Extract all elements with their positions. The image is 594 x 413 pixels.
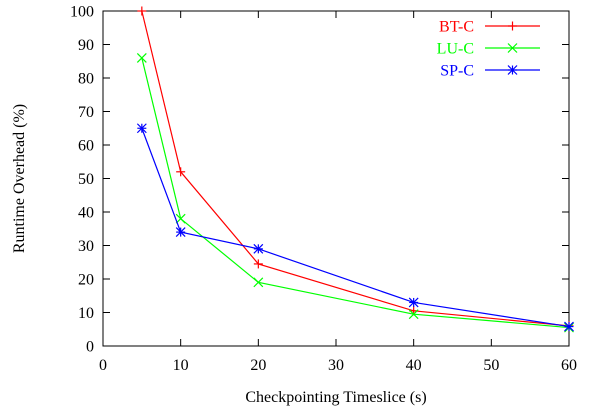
y-tick-label: 30 [78, 238, 94, 255]
legend-entry: BT-C [439, 19, 540, 36]
series-line [141, 57, 570, 329]
data-point [253, 243, 264, 254]
x-tick-label: 10 [173, 357, 189, 374]
y-tick-label: 70 [78, 104, 94, 121]
data-point [137, 6, 147, 16]
legend-label: LU-C [437, 41, 474, 58]
y-tick-label: 50 [78, 171, 94, 188]
legend-label: SP-C [440, 63, 474, 80]
x-tick-label: 60 [561, 357, 577, 374]
data-point [507, 65, 518, 75]
x-axis-title: Checkpointing Timeslice (s) [245, 389, 426, 406]
chart-axes: 0 10 20 30 40 50 60 0 10 20 30 40 50 60 70 80 90 100 [70, 4, 577, 375]
y-axis-title: Runtime Overhead (%) [11, 104, 28, 253]
y-tick-label: 0 [86, 339, 94, 356]
x-tick-label: 50 [483, 357, 499, 374]
chart-legend: BT-C LU-C SP-C [437, 19, 540, 80]
y-tick-label: 10 [78, 305, 94, 322]
y-tick-label: 100 [70, 4, 94, 21]
series-line [141, 128, 570, 328]
y-tick-label: 60 [78, 138, 94, 155]
data-point [408, 297, 419, 308]
x-tick-label: 30 [328, 357, 344, 374]
series-sp-c [136, 123, 574, 332]
data-point [564, 321, 574, 332]
data-point [253, 259, 263, 269]
data-point [176, 167, 186, 177]
x-tick-label: 20 [250, 357, 266, 374]
series-line [141, 10, 570, 327]
series-lu-c [136, 52, 574, 333]
data-point [175, 213, 186, 224]
y-tick-label: 20 [78, 272, 94, 289]
plot-frame [102, 10, 570, 347]
data-point [507, 43, 518, 53]
data-point [253, 277, 264, 288]
data-point [508, 21, 517, 31]
legend-label: BT-C [439, 19, 474, 36]
legend-entry: SP-C [440, 63, 540, 80]
chart-series [136, 6, 574, 333]
data-point [136, 52, 147, 63]
y-tick-label: 90 [78, 37, 94, 54]
data-point [408, 309, 419, 320]
x-tick-label: 40 [406, 357, 422, 374]
x-tick-label: 0 [99, 357, 107, 374]
legend-entry: LU-C [437, 41, 540, 58]
y-tick-label: 40 [78, 205, 94, 222]
data-point [175, 227, 186, 238]
data-point [136, 123, 147, 134]
y-tick-label: 80 [78, 71, 94, 88]
